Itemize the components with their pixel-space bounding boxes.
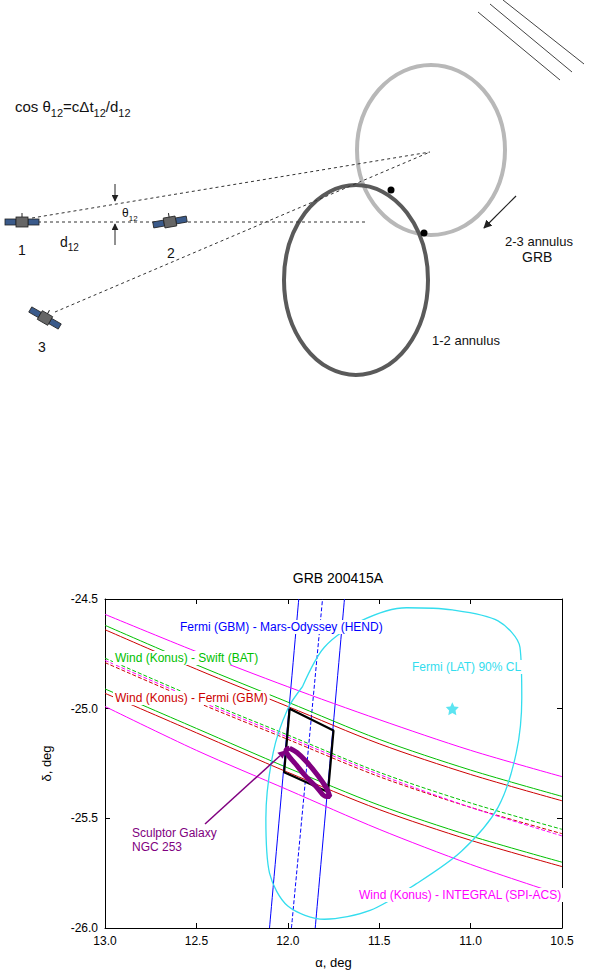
svg-text:10.5: 10.5 [550, 934, 574, 948]
svg-text:1-2 annulus: 1-2 annulus [432, 333, 500, 348]
svg-text:2-3 annulus: 2-3 annulus [505, 234, 573, 249]
svg-text:1: 1 [18, 242, 26, 258]
svg-text:3: 3 [38, 339, 46, 355]
svg-text:GRB: GRB [522, 249, 552, 265]
svg-text:-26.0: -26.0 [71, 921, 99, 935]
svg-text:Fermi (GBM) - Mars-Odyssey (HE: Fermi (GBM) - Mars-Odyssey (HEND) [180, 620, 383, 634]
svg-text:GRB 200415A: GRB 200415A [293, 570, 384, 586]
svg-text:Wind (Konus) - INTEGRAL (SPI-A: Wind (Konus) - INTEGRAL (SPI-ACS) [359, 888, 561, 902]
svg-text:Sculptor Galaxy: Sculptor Galaxy [132, 826, 217, 840]
svg-text:-25.0: -25.0 [71, 702, 99, 716]
svg-text:α, deg: α, deg [315, 955, 351, 970]
svg-text:Wind (Konus) - Fermi (GBM): Wind (Konus) - Fermi (GBM) [115, 691, 268, 705]
svg-text:θ12: θ12 [122, 206, 138, 223]
svg-text:12.0: 12.0 [276, 934, 300, 948]
svg-text:13.0: 13.0 [93, 934, 117, 948]
svg-text:-24.5: -24.5 [71, 592, 99, 606]
svg-text:11.0: 11.0 [459, 934, 482, 948]
svg-text:cos θ12=cΔt12/d12: cos θ12=cΔt12/d12 [15, 98, 131, 119]
svg-text:δ, deg: δ, deg [39, 745, 54, 781]
svg-text:2: 2 [167, 245, 175, 261]
svg-text:-25.5: -25.5 [71, 811, 99, 825]
svg-text:d12: d12 [60, 234, 79, 253]
svg-text:11.5: 11.5 [368, 934, 391, 948]
svg-text:Fermi (LAT) 90% CL: Fermi (LAT) 90% CL [412, 660, 521, 674]
svg-text:NGC 253: NGC 253 [132, 840, 182, 854]
svg-text:Wind (Konus) - Swift (BAT): Wind (Konus) - Swift (BAT) [115, 651, 258, 665]
svg-text:12.5: 12.5 [185, 934, 209, 948]
